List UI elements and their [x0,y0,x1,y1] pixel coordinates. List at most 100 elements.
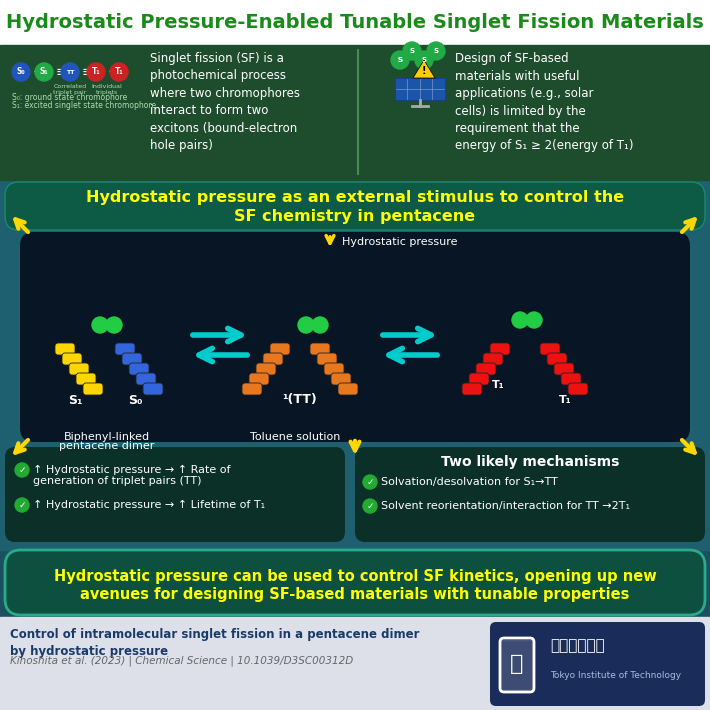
FancyBboxPatch shape [476,363,496,375]
Circle shape [106,317,122,333]
Circle shape [110,63,128,81]
Text: TT: TT [66,70,74,75]
Text: Tokyo Institute of Technology: Tokyo Institute of Technology [550,670,681,679]
FancyBboxPatch shape [469,373,489,385]
Circle shape [61,63,79,81]
Text: ✓: ✓ [18,501,26,510]
Text: Hydrostatic Pressure-Enabled Tunable Singlet Fission Materials: Hydrostatic Pressure-Enabled Tunable Sin… [6,13,704,33]
Text: Design of SF-based
materials with useful
applications (e.g., solar
cells) is lim: Design of SF-based materials with useful… [455,52,633,153]
Circle shape [391,51,409,69]
Circle shape [512,312,528,328]
Text: S₀: ground state chromophore: S₀: ground state chromophore [12,93,127,102]
Text: S: S [434,48,439,54]
Text: S₁: S₁ [67,393,82,407]
FancyBboxPatch shape [129,363,149,375]
FancyBboxPatch shape [324,363,344,375]
Text: Two likely mechanisms: Two likely mechanisms [441,455,619,469]
Text: ↑ Hydrostatic pressure → ↑ Lifetime of T₁: ↑ Hydrostatic pressure → ↑ Lifetime of T… [33,500,265,510]
FancyBboxPatch shape [83,383,103,395]
Text: ¹(TT): ¹(TT) [283,393,317,407]
Text: ✓: ✓ [366,501,373,510]
Circle shape [363,475,377,489]
Text: Solvation/desolvation for S₁→TT: Solvation/desolvation for S₁→TT [381,477,558,487]
Circle shape [298,317,314,333]
Text: Correlated
triplet pair: Correlated triplet pair [53,84,87,95]
Text: Hydrostatic pressure can be used to control SF kinetics, opening up new: Hydrostatic pressure can be used to cont… [54,569,656,584]
Text: Toluene solution: Toluene solution [250,432,340,442]
Circle shape [15,498,29,512]
Circle shape [15,463,29,477]
Polygon shape [413,60,435,78]
Text: S: S [398,57,403,63]
Text: Individual
triplets: Individual triplets [92,84,122,95]
Circle shape [87,63,105,81]
Text: S₀: S₀ [128,393,142,407]
Text: T₁: T₁ [492,380,504,390]
Text: +: + [33,67,43,77]
FancyBboxPatch shape [76,373,96,385]
Text: Solvent reorientation/interaction for TT →2T₁: Solvent reorientation/interaction for TT… [381,501,630,511]
FancyBboxPatch shape [256,363,276,375]
FancyBboxPatch shape [115,343,135,355]
Text: ≡: ≡ [82,65,94,79]
Text: ≡: ≡ [56,65,67,79]
FancyBboxPatch shape [69,363,89,375]
Circle shape [35,63,53,81]
Text: ↑ Hydrostatic pressure → ↑ Rate of: ↑ Hydrostatic pressure → ↑ Rate of [33,465,231,475]
FancyBboxPatch shape [20,232,690,442]
FancyBboxPatch shape [122,353,142,365]
FancyBboxPatch shape [5,182,705,230]
Text: Kinoshita et al. (2023) | Chemical Science | 10.1039/D3SC00312D: Kinoshita et al. (2023) | Chemical Scien… [10,655,354,665]
FancyBboxPatch shape [462,383,482,395]
Text: avenues for designing SF-based materials with tunable properties: avenues for designing SF-based materials… [80,587,630,603]
Circle shape [92,317,108,333]
FancyBboxPatch shape [540,343,560,355]
Text: T₁: T₁ [114,67,124,77]
Circle shape [427,42,445,60]
FancyBboxPatch shape [263,353,283,365]
Circle shape [363,499,377,513]
Text: ✓: ✓ [18,466,26,474]
Text: Hydrostatic pressure as an external stimulus to control the
SF chemistry in pent: Hydrostatic pressure as an external stim… [86,190,624,224]
Circle shape [312,317,328,333]
FancyBboxPatch shape [490,343,510,355]
FancyBboxPatch shape [338,383,358,395]
Text: S: S [422,57,427,63]
Bar [396,79,444,99]
Circle shape [403,42,421,60]
FancyBboxPatch shape [355,447,705,542]
Text: ✓: ✓ [366,478,373,486]
Bar [0,0,710,45]
FancyBboxPatch shape [5,550,705,615]
FancyBboxPatch shape [136,373,156,385]
Text: !: ! [422,66,426,76]
Text: 人: 人 [510,654,524,674]
FancyBboxPatch shape [55,343,75,355]
Text: Hydrostatic pressure: Hydrostatic pressure [342,237,457,247]
FancyBboxPatch shape [270,343,290,355]
Circle shape [526,312,542,328]
Bar [500,640,532,690]
Text: Singlet fission (SF) is a
photochemical process
where two chromophores
interact : Singlet fission (SF) is a photochemical … [150,52,300,153]
Bar [0,180,710,550]
Text: 東京工業大学: 東京工業大学 [550,638,605,653]
FancyBboxPatch shape [242,383,262,395]
FancyBboxPatch shape [249,373,269,385]
Text: generation of triplet pairs (TT): generation of triplet pairs (TT) [33,476,202,486]
FancyBboxPatch shape [317,353,337,365]
FancyBboxPatch shape [483,353,503,365]
Text: S: S [410,48,415,54]
Bar [395,78,445,100]
FancyBboxPatch shape [5,447,345,542]
Text: S₀: S₀ [17,67,26,77]
FancyBboxPatch shape [310,343,330,355]
Text: T₁: T₁ [559,395,572,405]
Bar [0,617,710,710]
FancyBboxPatch shape [143,383,163,395]
Text: +: + [108,67,117,77]
FancyBboxPatch shape [561,373,581,385]
Text: pentacene dimer: pentacene dimer [60,441,155,451]
Circle shape [415,51,433,69]
FancyBboxPatch shape [490,622,705,706]
Text: Control of intramolecular singlet fission in a pentacene dimer
by hydrostatic pr: Control of intramolecular singlet fissio… [10,628,420,657]
